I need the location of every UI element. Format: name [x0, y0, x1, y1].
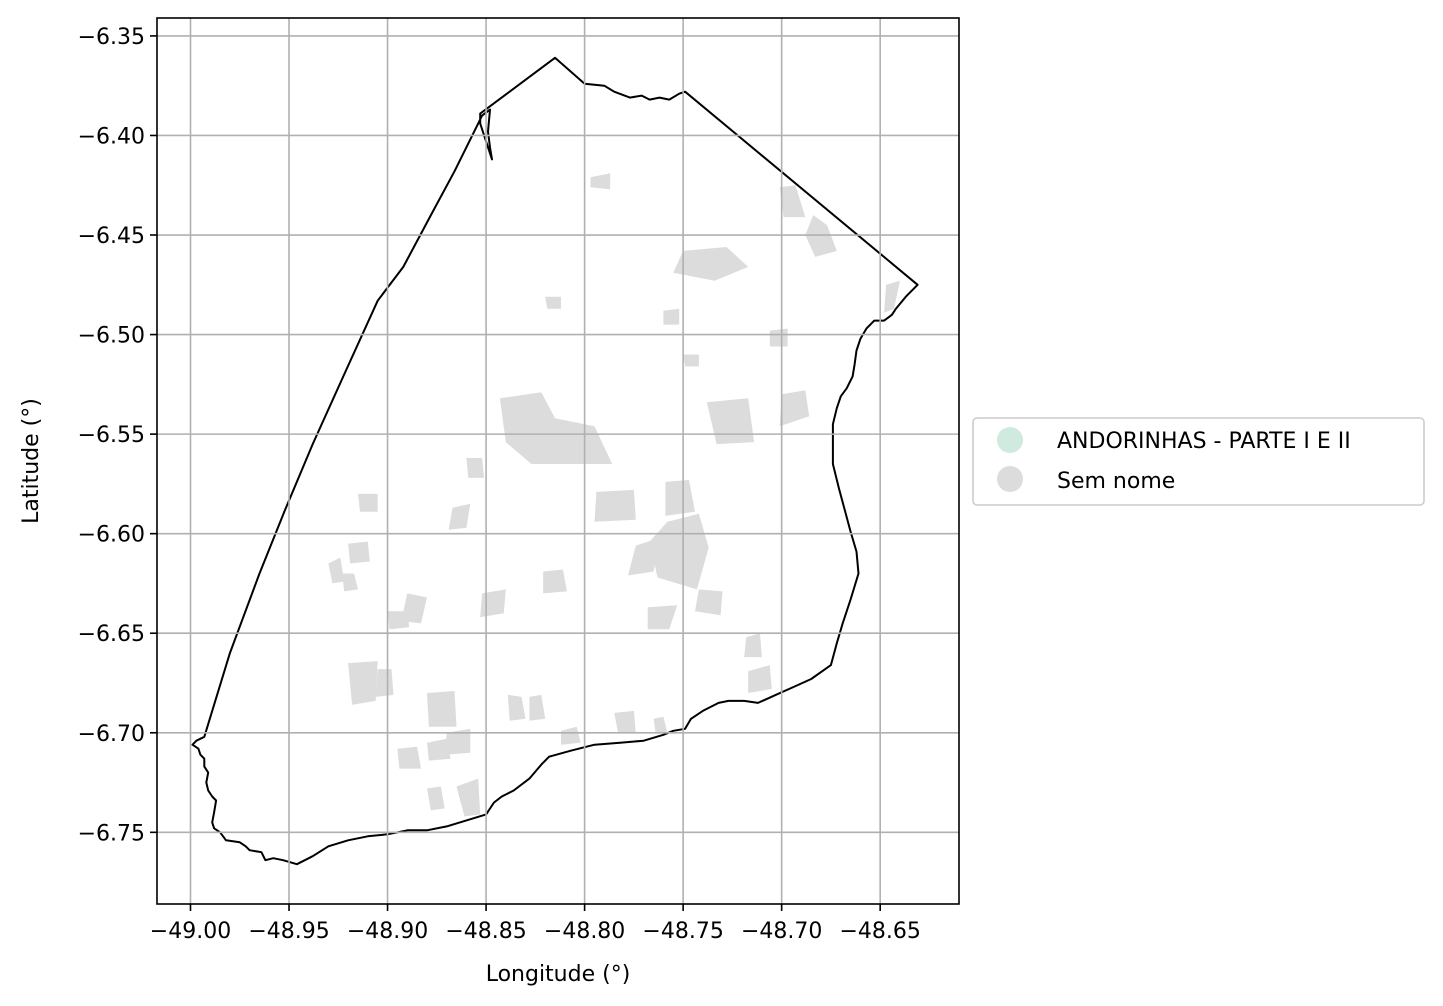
- feature-polygon-1: [673, 247, 749, 281]
- feature-polygon-10: [590, 173, 611, 190]
- feature-polygon-39: [545, 296, 561, 309]
- feature-polygon-6: [706, 398, 755, 445]
- feature-polygon-40: [663, 308, 680, 325]
- x-tick-label-7: −48.65: [839, 919, 920, 944]
- feature-polygon-30: [427, 786, 445, 811]
- features-layer: [328, 173, 900, 817]
- x-axis-title: Longitude (°): [486, 962, 631, 987]
- legend: ANDORINHAS - PARTE I E II Sem nome: [972, 417, 1425, 506]
- feature-polygon-15: [695, 589, 723, 616]
- x-tick-label-5: −48.75: [642, 919, 723, 944]
- feature-polygon-31: [456, 778, 481, 817]
- park-boundary: [191, 56, 919, 866]
- feature-polygon-11: [884, 280, 900, 313]
- feature-polygon-2: [649, 513, 709, 590]
- feature-polygon-14: [647, 605, 678, 630]
- x-tick-label-1: −48.95: [248, 919, 329, 944]
- x-axis-ticks: −49.00 −48.95 −48.90 −48.85 −48.80 −48.75 −48.…: [150, 904, 921, 944]
- x-tick-label-0: −49.00: [150, 919, 231, 944]
- legend-marker-sem-nome: [997, 466, 1023, 492]
- legend-frame: [972, 417, 1425, 506]
- feature-polygon-26: [427, 691, 457, 727]
- legend-label-andorinhas: ANDORINHAS - PARTE I E II: [1057, 429, 1351, 454]
- x-tick-label-2: −48.90: [347, 919, 428, 944]
- feature-polygon-18: [448, 503, 471, 530]
- y-tick-label-0: −6.35: [78, 25, 145, 50]
- feature-polygon-9: [779, 185, 806, 218]
- feature-polygon-12: [748, 665, 772, 693]
- feature-polygon-34: [561, 726, 581, 745]
- y-tick-label-5: −6.60: [78, 523, 145, 548]
- x-tick-label-3: −48.85: [445, 919, 526, 944]
- y-axis-title: Latitude (°): [19, 398, 44, 524]
- grid-lines: [157, 18, 959, 904]
- feature-polygon-4: [594, 489, 636, 522]
- y-tick-label-4: −6.55: [78, 423, 145, 448]
- x-tick-label-6: −48.70: [741, 919, 822, 944]
- feature-polygon-5: [665, 479, 695, 516]
- feature-polygon-17: [480, 589, 506, 618]
- y-tick-label-8: −6.75: [78, 821, 145, 846]
- feature-polygon-21: [348, 541, 370, 564]
- feature-polygon-41: [683, 354, 699, 367]
- feature-polygon-23: [328, 557, 345, 584]
- feature-polygon-36: [507, 694, 526, 721]
- y-tick-label-1: −6.40: [78, 124, 145, 149]
- legend-label-sem-nome: Sem nome: [1057, 469, 1175, 494]
- feature-polygon-35: [529, 694, 546, 721]
- feature-polygon-28: [427, 738, 451, 761]
- feature-polygon-22: [342, 573, 358, 592]
- y-axis-ticks: −6.35 −6.40 −6.45 −6.50 −6.55 −6.60 −6.65 −6.70…: [78, 25, 157, 846]
- y-tick-label-6: −6.65: [78, 622, 145, 647]
- feature-polygon-8: [805, 215, 837, 257]
- feature-polygon-33: [614, 710, 636, 733]
- feature-polygon-16: [543, 569, 567, 594]
- y-tick-label-7: −6.70: [78, 722, 145, 747]
- feature-polygon-27: [444, 728, 471, 755]
- feature-polygon-29: [397, 746, 421, 769]
- legend-marker-andorinhas: [997, 427, 1023, 453]
- feature-polygon-20: [358, 493, 378, 512]
- plot-frame: [156, 17, 960, 905]
- feature-polygon-24: [348, 661, 378, 705]
- feature-polygon-42: [769, 328, 788, 347]
- feature-polygon-37: [466, 458, 485, 478]
- feature-polygon-7: [779, 390, 810, 427]
- feature-polygon-25: [375, 669, 394, 697]
- feature-polygon-38: [387, 611, 410, 630]
- y-tick-label-2: −6.45: [78, 224, 145, 249]
- feature-polygon-32: [653, 716, 668, 733]
- feature-polygon-13: [744, 633, 762, 658]
- feature-polygon-3: [628, 537, 660, 576]
- y-tick-label-3: −6.50: [78, 324, 145, 349]
- x-tick-label-4: −48.80: [544, 919, 625, 944]
